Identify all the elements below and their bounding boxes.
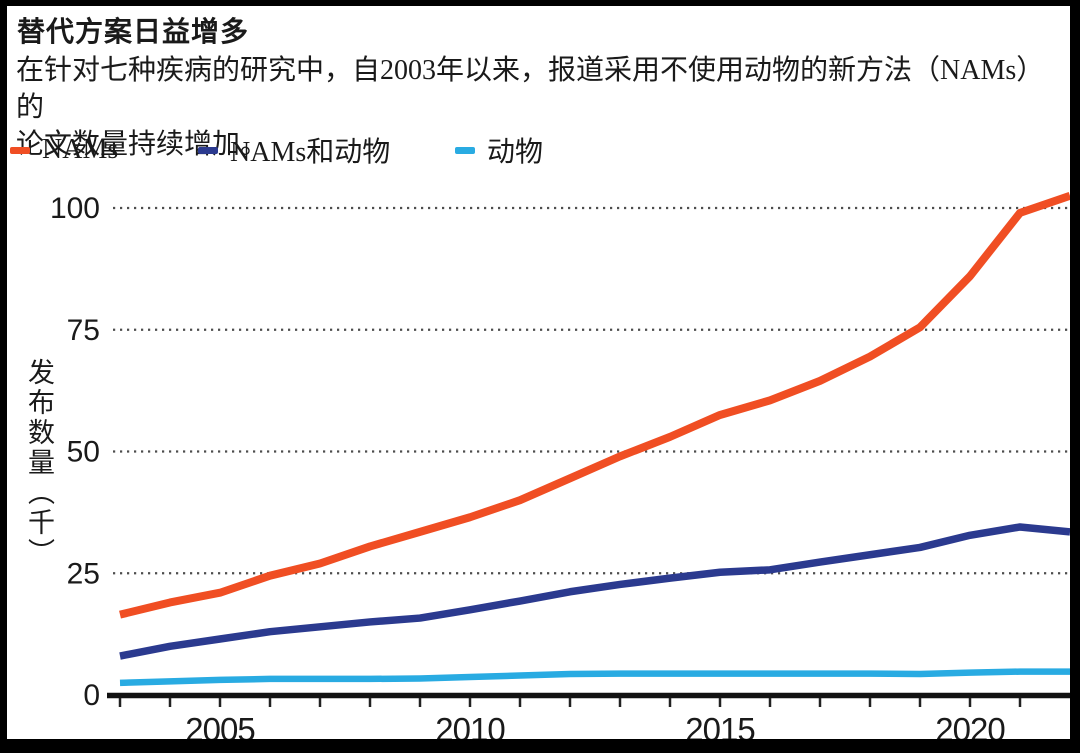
series-line-nams和动物 (119, 523, 1070, 660)
legend-swatch-nams-and-animals (198, 146, 218, 154)
legend-item-animals: 动物 (455, 133, 544, 168)
chart-title: 替代方案日益增多 (17, 16, 250, 47)
legend: NAMs NAMs和动物 动物 (7, 133, 1055, 168)
legend-item-nams-and-animals: NAMs和动物 (198, 133, 391, 168)
series-line-nams (119, 192, 1070, 619)
y-tick-label-25: 25 (67, 557, 100, 590)
line-chart: 0 25 50 75 100 2005 2010 2015 2020 (50, 192, 1070, 739)
x-tick-label-2005: 2005 (185, 711, 254, 739)
series-lines (119, 192, 1070, 687)
legend-item-nams: NAMs (10, 133, 118, 167)
x-tick-label-2020: 2020 (935, 711, 1005, 739)
series-line-动物 (119, 668, 1070, 687)
chart-panel: 替代方案日益增多 在针对七种疾病的研究中，自2003年以来，报道采用不使用动物的… (7, 6, 1070, 739)
y-tick-label-75: 75 (67, 314, 100, 347)
chart-subtitle-line2: 论文数量持续增加。 (16, 129, 269, 160)
legend-label-animals: 动物 (487, 137, 544, 168)
y-axis-title: 发布数量（千） (24, 358, 54, 568)
gridlines (113, 206, 1069, 575)
legend-label-nams-and-animals: NAMs和动物 (230, 137, 391, 168)
x-tick-label-2010: 2010 (435, 711, 505, 739)
y-tick-label-100: 100 (50, 192, 100, 225)
y-tick-labels: 0 25 50 75 100 (50, 192, 100, 712)
x-tick-labels: 2005 2010 2015 2020 (185, 711, 1006, 739)
x-tick-marks (118, 698, 1022, 707)
x-tick-label-2015: 2015 (685, 711, 754, 739)
chart-subtitle-line1: 在针对七种疾病的研究中，自2003年以来，报道采用不使用动物的新方法（NAMs）… (16, 55, 1045, 123)
legend-swatch-nams (10, 146, 30, 154)
y-tick-label-0: 0 (83, 679, 100, 712)
chart-subtitle: 在针对七种疾病的研究中，自2003年以来，报道采用不使用动物的新方法（NAMs）… (16, 52, 1064, 163)
legend-swatch-animals (455, 146, 475, 154)
legend-label-nams: NAMs (42, 134, 119, 165)
y-tick-label-50: 50 (67, 436, 100, 469)
